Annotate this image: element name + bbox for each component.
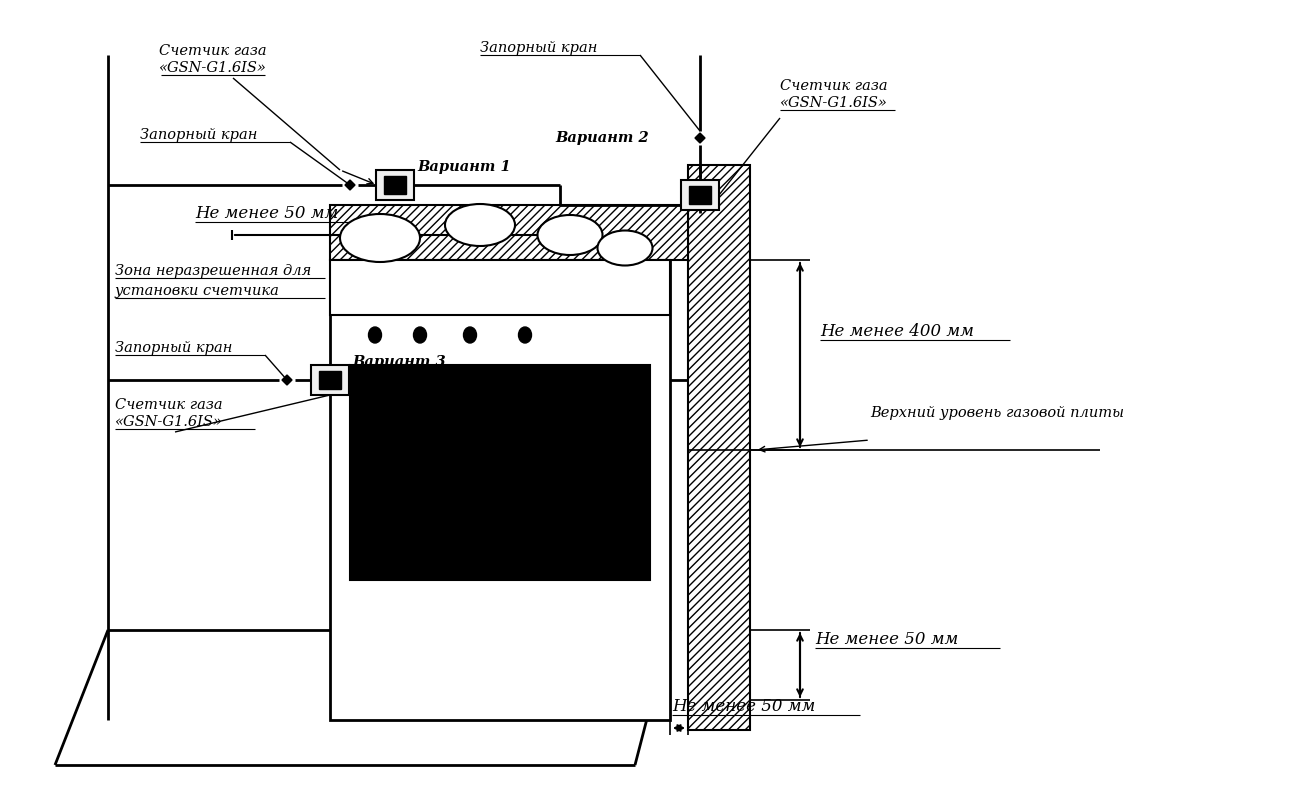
Text: Вариант 3: Вариант 3 <box>351 355 446 369</box>
Text: Не менее 50 мм: Не менее 50 мм <box>815 631 959 648</box>
Bar <box>329 260 671 315</box>
Text: Счетчик газа: Счетчик газа <box>780 79 888 93</box>
Ellipse shape <box>597 230 652 265</box>
Bar <box>311 365 349 395</box>
Text: Счетчик газа: Счетчик газа <box>115 398 222 412</box>
Text: Счетчик газа: Счетчик газа <box>159 44 267 58</box>
Bar <box>350 365 650 580</box>
Ellipse shape <box>518 327 531 343</box>
Bar <box>329 260 671 720</box>
Ellipse shape <box>537 215 602 255</box>
Polygon shape <box>695 133 705 143</box>
Bar <box>376 170 413 200</box>
Text: Не менее 400 мм: Не менее 400 мм <box>820 323 974 340</box>
Polygon shape <box>282 375 292 385</box>
Bar <box>329 205 689 260</box>
Text: Запорный кран: Запорный кран <box>481 41 597 55</box>
Bar <box>681 180 720 210</box>
Text: Не менее 50 мм: Не менее 50 мм <box>195 205 339 222</box>
Bar <box>689 165 749 730</box>
Bar <box>384 176 406 194</box>
Text: Запорный кран: Запорный кран <box>115 341 233 355</box>
Ellipse shape <box>413 327 426 343</box>
Text: Не менее 50 мм: Не менее 50 мм <box>672 698 815 715</box>
Polygon shape <box>345 180 355 190</box>
Text: установки счетчика: установки счетчика <box>115 284 280 298</box>
Text: Вариант 2: Вариант 2 <box>556 131 649 145</box>
Bar <box>319 371 341 389</box>
Ellipse shape <box>444 204 516 246</box>
Text: Зона неразрешенная для: Зона неразрешенная для <box>115 264 311 278</box>
Text: «GSN-G1.6IS»: «GSN-G1.6IS» <box>780 96 888 110</box>
Bar <box>689 186 711 204</box>
Text: Верхний уровень газовой плиты: Верхний уровень газовой плиты <box>870 406 1124 420</box>
Text: Вариант 1: Вариант 1 <box>417 160 510 174</box>
Text: Запорный кран: Запорный кран <box>140 128 257 142</box>
Text: «GSN-G1.6IS»: «GSN-G1.6IS» <box>115 415 224 429</box>
Ellipse shape <box>368 327 381 343</box>
Ellipse shape <box>340 214 420 262</box>
Ellipse shape <box>464 327 477 343</box>
Text: «GSN-G1.6IS»: «GSN-G1.6IS» <box>159 61 267 75</box>
